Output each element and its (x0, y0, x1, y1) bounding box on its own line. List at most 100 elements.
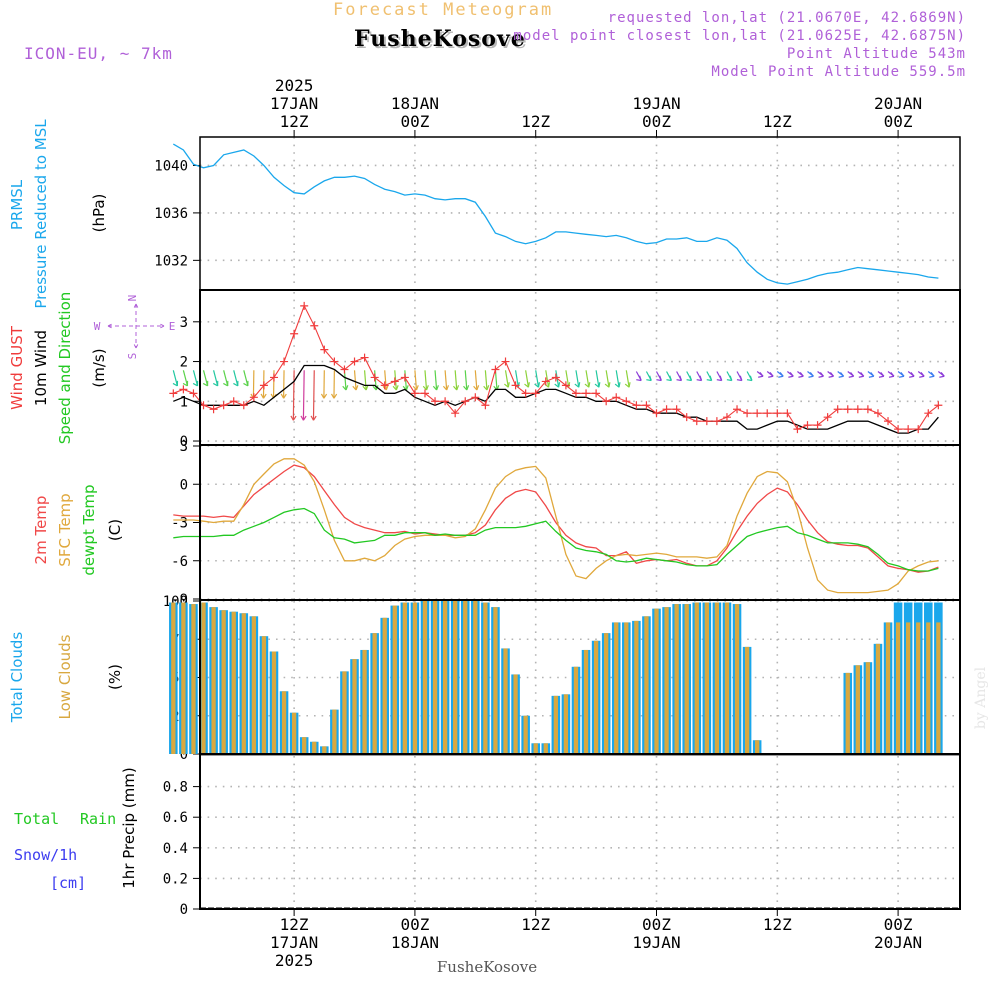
wind-arrow-head (473, 385, 480, 391)
precip-tick-label: 0 (180, 902, 188, 918)
gust-marker (541, 377, 550, 386)
gust-marker (471, 393, 480, 402)
precip-snow-label: Snow/1h (14, 846, 77, 864)
gust-marker (350, 357, 359, 366)
wind-direction-arrow (182, 370, 189, 387)
gust-marker (410, 389, 419, 398)
bottom-hour-label: 00Z (400, 915, 429, 934)
low-cloud-bar (845, 672, 850, 754)
low-cloud-bar (533, 743, 538, 754)
low-cloud-bar (744, 646, 750, 754)
gust-marker (400, 373, 409, 382)
cloud-tick-label: 0 (180, 747, 188, 763)
low-cloud-bar (302, 737, 307, 754)
gust-marker (793, 425, 802, 434)
wind-arrow-head (726, 375, 733, 382)
low-cloud-bar (885, 622, 891, 754)
low-cloud-bar (171, 602, 176, 754)
top-year-label: 2025 (275, 76, 314, 95)
wind-direction-arrow (464, 370, 468, 391)
wind-arrow-head (300, 415, 307, 421)
wind-direction-arrow (223, 370, 229, 387)
gust-marker (582, 389, 591, 398)
wind-arrow-head (706, 375, 713, 382)
low-cloud-bar (513, 674, 518, 754)
wind-arrow-head (453, 385, 460, 391)
wind-arrow-head (788, 372, 794, 378)
wind-direction-arrow (504, 370, 509, 388)
pressure-tick-label: 1040 (154, 158, 188, 174)
total-clouds-label: Total Clouds (8, 632, 26, 724)
low-cloud-bar (221, 610, 226, 754)
bottom-hour-label: 00Z (642, 915, 671, 934)
gust-marker (783, 409, 792, 418)
gust-marker (763, 409, 772, 418)
wind-arrow-head (432, 385, 439, 391)
low-cloud-bar (291, 712, 297, 754)
wind-arrow-head (768, 372, 774, 378)
precip-tick-label: 0.4 (163, 841, 188, 857)
gust-marker (511, 381, 520, 390)
precip-tick-label: 0.8 (163, 780, 188, 796)
wind-direction-arrow (444, 370, 448, 391)
gust-marker (662, 405, 671, 414)
top-hour-label: 00Z (400, 112, 429, 131)
low-cloud-bar (473, 601, 478, 754)
gust-marker (259, 381, 268, 390)
gust-marker (189, 389, 198, 398)
gust-marker (873, 409, 882, 418)
gust-marker (380, 381, 389, 390)
top-date-label: 20JAN (874, 94, 922, 113)
bottom-date-label: 17JAN (270, 933, 318, 952)
pressure-label-prmsl: PRMSL (8, 179, 26, 230)
wind-arrow-head (604, 382, 611, 388)
footer-location: FusheKosove (437, 958, 537, 976)
location-title: FusheKosove (354, 26, 526, 52)
low-cloud-bar (523, 715, 528, 754)
wind-arrow-head (192, 380, 199, 387)
wind-arrow-head (898, 372, 905, 378)
gust-marker (360, 353, 369, 362)
low-cloud-bar (211, 607, 216, 754)
temp-tick-label: 0 (180, 477, 188, 493)
wind-arrow-head (716, 375, 723, 382)
wind-direction-arrow (363, 370, 367, 391)
wind-arrow-head (736, 375, 743, 382)
top-hour-label: 12Z (763, 112, 792, 131)
low-cloud-bar (865, 662, 871, 754)
low-cloud-bar (483, 602, 488, 754)
bottom-year-label: 2025 (275, 951, 314, 970)
precip-total-label: Total (14, 810, 59, 828)
low-cloud-bar (191, 604, 196, 754)
low-cloud-bar (372, 633, 377, 754)
gust-marker (561, 381, 570, 390)
wind-arrow-head (182, 380, 189, 387)
top-hour-label: 00Z (884, 112, 913, 131)
top-hour-label: 12Z (280, 112, 309, 131)
point-altitude: Point Altitude 543m (786, 46, 966, 62)
wind-arrow-head (402, 385, 409, 391)
gust-marker (712, 417, 721, 426)
wind-direction-arrow (202, 370, 209, 387)
pressure-tick-label: 1036 (154, 206, 188, 222)
wind-arrow-head (828, 372, 835, 378)
wind-arrow-head (818, 372, 824, 378)
gust-marker (481, 401, 490, 410)
gust-marker (612, 393, 621, 402)
low-cloud-bar (181, 602, 186, 754)
wind-arrow-head (212, 380, 219, 387)
model-altitude: Model Point Altitude 559.5m (711, 64, 966, 80)
wind-direction-arrow (565, 370, 570, 388)
gust-marker (863, 405, 872, 414)
gust-marker (702, 417, 711, 426)
gust-marker (249, 393, 258, 402)
gust-marker (894, 425, 903, 434)
gust-marker (310, 321, 319, 330)
low-cloud-bar (563, 694, 569, 754)
low-cloud-bar (402, 602, 407, 754)
temp-sfc-label: SFC Temp (56, 493, 74, 566)
compass-east-label: E (169, 320, 176, 333)
low-cloud-bar (362, 649, 367, 754)
wind-arrow-head (504, 382, 510, 388)
compass-rose-icon (107, 303, 165, 349)
